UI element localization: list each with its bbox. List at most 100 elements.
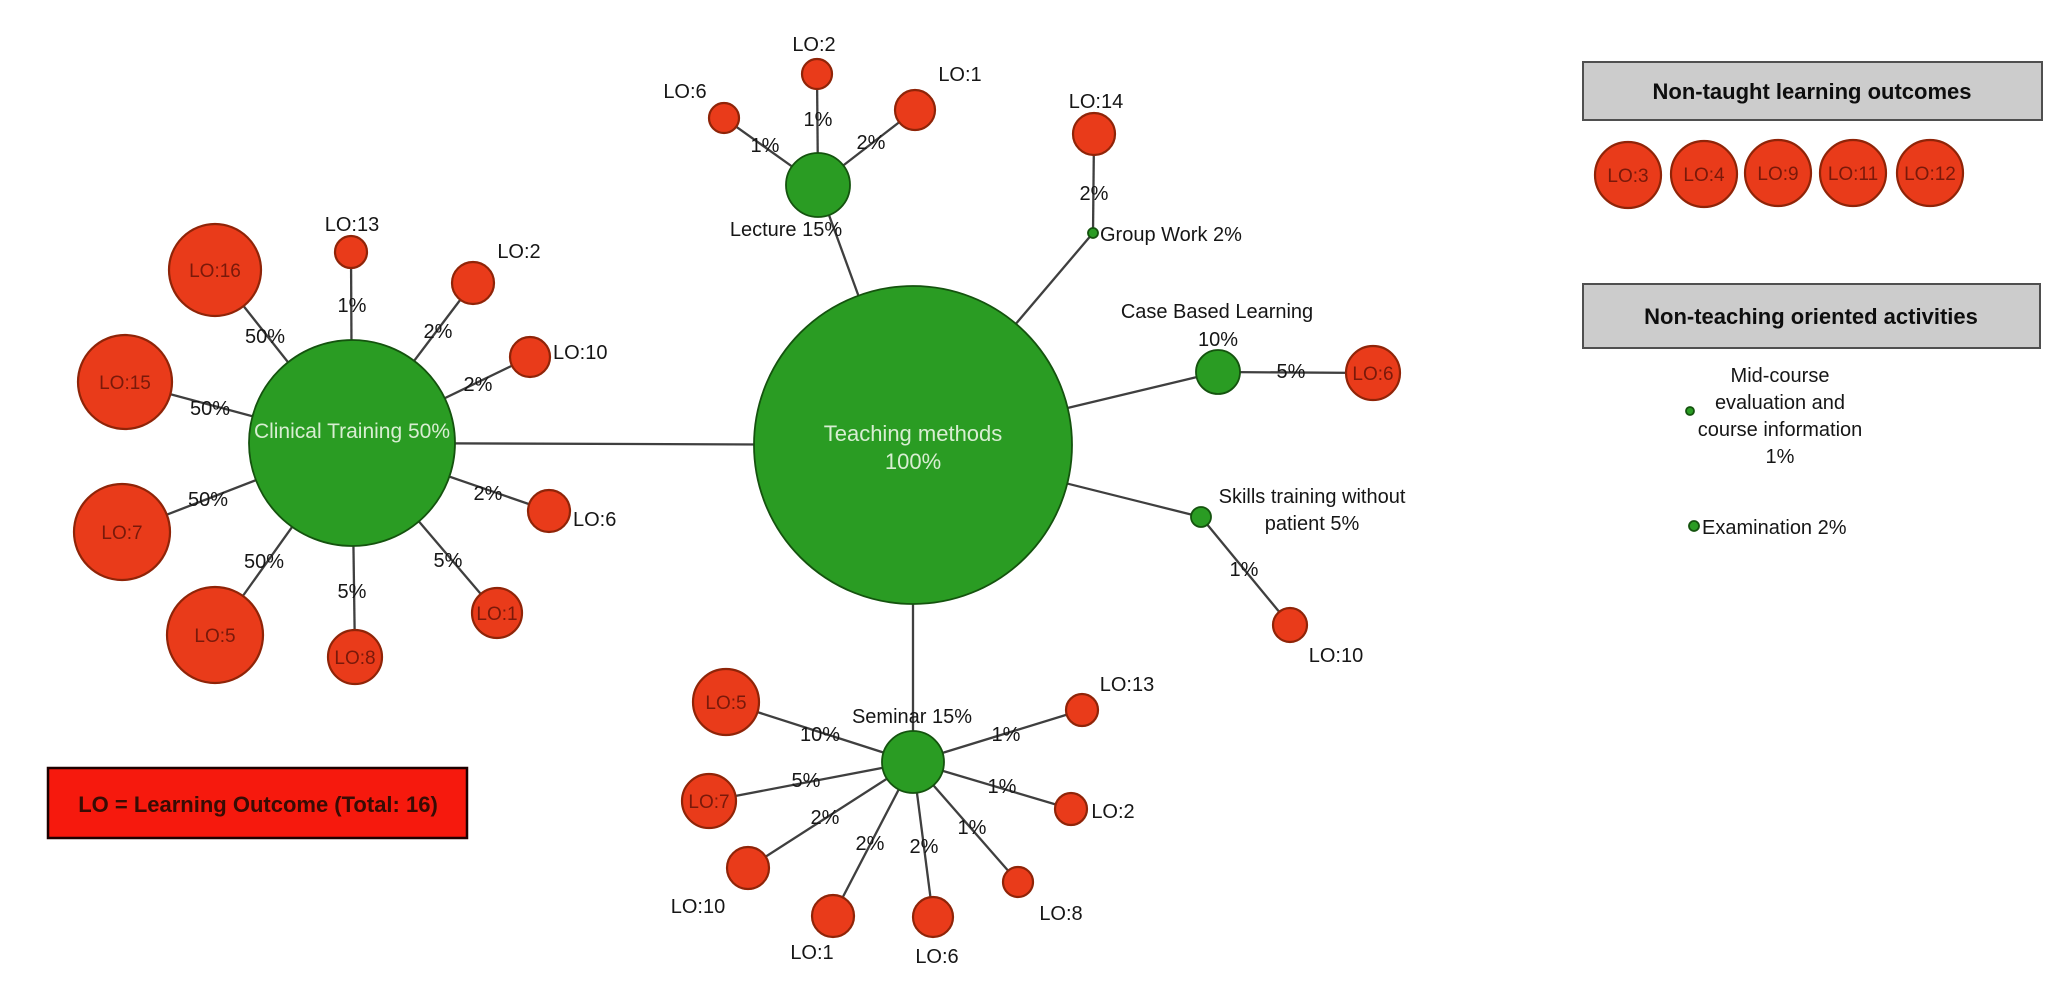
non-taught-lo12-label: LO:12 [1904,164,1956,185]
case-based-label-line1: Case Based Learning [1121,301,1313,323]
skills-spoke-labels: LO:10 1% [1230,559,1364,667]
seminar-lo13-label: LO:13 [1100,674,1154,696]
seminar-lo7-pct: 5% [792,770,821,792]
groupwork-lo14-node [1071,111,1117,157]
non-taught-lo11-node [1818,138,1888,208]
teaching-methods-label-line2: 100% [885,449,941,474]
non-taught-lo4-label: LO:4 [1683,165,1725,186]
clinical-lo2-node [450,260,496,306]
clinical-lo8-pct: 5% [338,581,367,603]
seminar-lo8-pct: 1% [958,817,987,839]
clinical-spoke-labels: LO:16 50% LO:15 50% LO:7 50% LO:5 50% LO… [99,214,616,669]
casebased-lo6-pct: 5% [1277,361,1306,383]
casebased-spoke-labels: LO:6 5% [1277,361,1394,385]
clinical-lo7-label: LO:7 [101,523,142,544]
lecture-lo6-label: LO:6 [663,81,706,103]
non-taught-panel: Non-taught learning outcomes LO:3 LO:4 L… [1582,61,2043,210]
case-based-label-line2: 10% [1198,329,1238,351]
seminar-lo6-node [911,895,955,939]
clinical-lo7-node [72,482,172,582]
seminar-lo8-node [1001,865,1035,899]
skills-lo10-label: LO:10 [1309,645,1363,667]
clinical-lo16-label: LO:16 [189,261,241,282]
seminar-lo13-node [1064,692,1100,728]
link-seminar-lo7 [708,760,914,803]
groupwork-spoke-labels: LO:14 2% [1069,91,1123,205]
seminar-lo5-label: LO:5 [705,693,746,714]
seminar-lo2-pct: 1% [988,776,1017,798]
seminar-lo8-label: LO:8 [1039,903,1082,925]
mid-course-label-line3: course information [1698,419,1863,441]
seminar-lo7-node [680,772,738,830]
seminar-label: Seminar 15% [852,706,972,728]
lecture-label: Lecture 15% [730,219,843,241]
clinical-lo8-node [326,628,384,686]
clinical-lo10-pct: 2% [464,374,493,396]
clinical-lo15-label: LO:15 [99,373,151,394]
mid-course-label-line2: evaluation and [1715,392,1845,414]
seminar-spoke-labels: LO:5 10% LO:7 5% LO:10 2% LO:1 2% LO:6 2… [671,674,1154,968]
clinical-training-node [248,339,456,547]
clinical-lo7-pct: 50% [188,489,228,511]
non-taught-lo12-node [1895,138,1965,208]
lecture-lo2-node [800,57,834,91]
non-taught-lo9-node [1743,138,1813,208]
clinical-lo5-pct: 50% [244,551,284,573]
seminar-lo5-pct: 10% [800,724,840,746]
group-work-label: Group Work 2% [1100,224,1242,246]
clinical-lo5-label: LO:5 [194,626,235,647]
lecture-lo1-label: LO:1 [938,64,981,86]
clinical-lo2-pct: 2% [424,321,453,343]
clinical-lo6-pct: 2% [474,483,503,505]
clinical-lo6-node [526,488,572,534]
skills-label-line1: Skills training without [1219,486,1406,508]
group-work-node [1087,227,1099,239]
non-teaching-header-box [1582,283,2041,349]
lecture-lo2-pct: 1% [804,109,833,131]
clinical-lo13-pct: 1% [338,295,367,317]
method-labels: Teaching methods 100% Clinical Training … [254,219,1406,728]
skills-lo10-node [1271,606,1309,644]
clinical-lo16-pct: 50% [245,326,285,348]
clinical-lo1-pct: 5% [434,550,463,572]
skills-label-line2: patient 5% [1265,513,1360,535]
method-nodes [248,152,1241,794]
groupwork-lo14-pct: 2% [1080,183,1109,205]
clinical-lo13-label: LO:13 [325,214,379,236]
clinical-lo2-label: LO:2 [497,241,540,263]
seminar-lo1-label: LO:1 [790,942,833,964]
seminar-lo10-label: LO:10 [671,896,725,918]
mid-course-label-line4: 1% [1766,446,1795,468]
seminar-lo2-label: LO:2 [1091,801,1134,823]
non-taught-lo3-label: LO:3 [1607,166,1648,187]
non-taught-lo3-node [1593,140,1663,210]
link-seminar-lo10 [747,761,914,869]
mid-course-dot [1685,406,1695,416]
legend: LO = Learning Outcome (Total: 16) [46,766,469,840]
clinical-lo1-node [470,586,524,640]
lecture-node [785,152,851,218]
non-taught-header-box [1582,61,2043,121]
seminar-lo7-label: LO:7 [688,792,729,813]
case-based-learning-node [1195,349,1241,395]
teaching-methods-node [753,285,1073,605]
link-skills-lo10 [1200,516,1291,626]
clinical-lo15-node [76,333,174,431]
clinical-lo16-node [167,222,263,318]
legend-label: LO = Learning Outcome (Total: 16) [78,792,438,817]
groupwork-lo14-label: LO:14 [1069,91,1123,113]
seminar-lo10-pct: 2% [811,807,840,829]
seminar-lo6-pct: 2% [910,836,939,858]
teaching-methods-label-line1: Teaching methods [824,421,1003,446]
legend-box [46,766,469,840]
seminar-lo1-pct: 2% [856,833,885,855]
non-taught-lo9-label: LO:9 [1757,164,1798,185]
examination-label: Examination 2% [1702,517,1847,539]
lecture-lo6-pct: 1% [751,135,780,157]
mid-course-label-line1: Mid-course [1731,365,1830,387]
seminar-lo13-pct: 1% [992,724,1021,746]
lecture-lo1-node [893,88,937,132]
lecture-lo1-pct: 2% [857,132,886,154]
